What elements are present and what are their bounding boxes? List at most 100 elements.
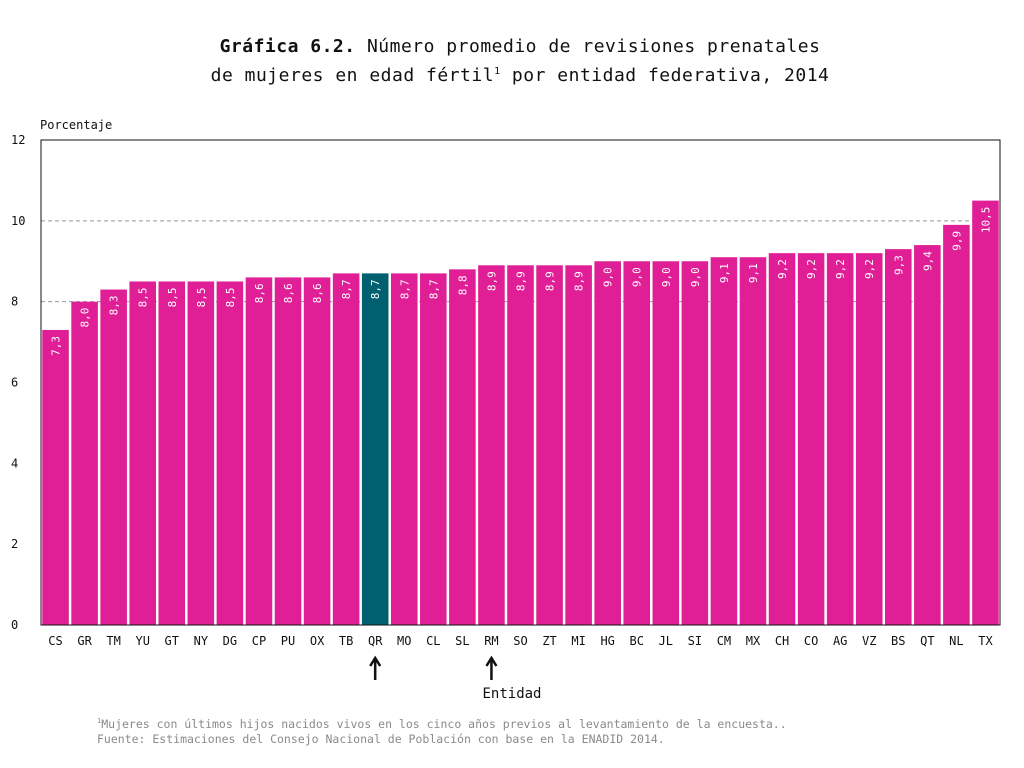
x-tick-label-gt: GT: [165, 634, 179, 648]
arrow-marker-rm: [485, 655, 498, 680]
x-tick-label-mi: MI: [571, 634, 585, 648]
data-label-qr: 8,7: [369, 279, 382, 299]
y-tick-label-4: 4: [11, 456, 18, 470]
data-label-mo: 8,7: [398, 279, 411, 299]
data-label-ny: 8,5: [195, 287, 208, 307]
bar-tm: [100, 289, 127, 625]
chart-title-text-2: de mujeres en edad fértil: [210, 65, 495, 86]
x-tick-label-tm: TM: [106, 634, 120, 648]
bar-mi: [565, 265, 592, 625]
x-tick-label-ch: CH: [775, 634, 789, 648]
bar-ny: [187, 281, 215, 625]
bar-zt: [536, 265, 563, 625]
x-tick-label-cp: CP: [252, 634, 266, 648]
x-tick-label-ny: NY: [194, 634, 209, 648]
y-axis-ticks: 0 2 4 6 8 10 12: [11, 133, 25, 632]
bar-cl: [420, 273, 447, 625]
x-tick-label-bc: BC: [630, 634, 644, 648]
bar-pu: [274, 277, 302, 625]
data-label-cm: 9,1: [718, 263, 731, 283]
data-label-bs: 9,3: [892, 255, 905, 275]
x-tick-label-dg: DG: [223, 634, 237, 648]
data-label-cl: 8,7: [427, 279, 440, 299]
bar-bs: [885, 249, 912, 625]
bar-co: [797, 253, 825, 625]
y-tick-label-0: 0: [11, 618, 18, 632]
data-label-gt: 8,5: [166, 287, 179, 307]
x-tick-label-bs: BS: [891, 634, 905, 648]
bar-tb: [332, 273, 360, 625]
x-tick-label-hg: HG: [600, 634, 614, 648]
bar-ox: [303, 277, 331, 625]
bar-hg: [594, 261, 621, 625]
bar-rm: [478, 265, 505, 625]
bar-so: [507, 265, 534, 625]
x-tick-label-mx: MX: [746, 634, 761, 648]
footnote-1: 1Mujeres con últimos hijos nacidos vivos…: [97, 714, 787, 732]
chart-title: Gráfica 6.2. Número promedio de revision…: [0, 34, 1024, 88]
bar-yu: [129, 281, 156, 625]
bar-qr: [361, 273, 389, 625]
bar-cm: [710, 257, 738, 625]
x-tick-label-si: SI: [688, 634, 702, 648]
arrow-markers: [369, 655, 498, 680]
y-tick-label-12: 12: [11, 133, 25, 147]
data-label-vz: 9,2: [863, 259, 876, 279]
bar-cs: [42, 329, 69, 625]
x-tick-label-ox: OX: [310, 634, 325, 648]
footnotes: 1Mujeres con últimos hijos nacidos vivos…: [97, 714, 787, 747]
x-tick-label-cs: CS: [48, 634, 62, 648]
x-tick-label-cl: CL: [426, 634, 440, 648]
x-tick-label-yu: YU: [135, 634, 149, 648]
y-tick-label-6: 6: [11, 376, 18, 390]
x-tick-label-mo: MO: [397, 634, 411, 648]
bar-ag: [826, 253, 854, 625]
bar-tx: [972, 200, 999, 625]
data-label-ag: 9,2: [834, 259, 847, 279]
data-label-mi: 8,9: [573, 271, 586, 291]
bar-qt: [914, 245, 941, 626]
chart-title-footnote-marker: 1: [494, 66, 501, 77]
data-label-co: 9,2: [805, 259, 818, 279]
bar-bc: [623, 261, 651, 625]
x-axis-labels: CS GR TM YU GT NY DG CP PU OX TB QR MO CL SL RM SO ZT MI HG…: [48, 634, 993, 648]
chart-title-text-1: Número promedio de revisiones prenatales: [366, 36, 821, 57]
x-tick-label-qt: QT: [920, 634, 934, 648]
data-label-hg: 9,0: [602, 267, 615, 287]
x-tick-label-co: CO: [804, 634, 818, 648]
x-tick-label-cm: CM: [717, 634, 731, 648]
data-label-bc: 9,0: [631, 267, 644, 287]
footnote-marker: 1: [97, 717, 102, 725]
data-label-zt: 8,9: [544, 271, 557, 291]
data-label-gr: 8,0: [79, 308, 92, 328]
data-label-tb: 8,7: [340, 279, 353, 299]
x-tick-label-sl: SL: [455, 634, 469, 648]
bar-sl: [449, 269, 476, 625]
data-label-nl: 9,9: [950, 231, 963, 251]
chart-title-line2: de mujeres en edad fértil1 por entidad f…: [0, 59, 1024, 88]
data-label-jl: 9,0: [660, 267, 673, 287]
data-label-tm: 8,3: [108, 296, 121, 316]
x-tick-label-zt: ZT: [542, 634, 556, 648]
bar-jl: [652, 261, 680, 625]
plot-frame: [40, 139, 1001, 626]
chart-title-line1: Gráfica 6.2. Número promedio de revision…: [0, 34, 1024, 59]
data-label-tx: 10,5: [979, 207, 992, 234]
x-tick-label-pu: PU: [281, 634, 295, 648]
bar-gr: [71, 301, 98, 625]
x-tick-label-gr: GR: [77, 634, 92, 648]
data-label-cs: 7,3: [50, 336, 63, 356]
y-tick-label-8: 8: [11, 295, 18, 309]
x-tick-label-so: SO: [513, 634, 527, 648]
y-axis-label: Porcentaje: [40, 118, 112, 132]
chart-title-number: Gráfica 6.2.: [219, 36, 356, 57]
y-tick-label-10: 10: [11, 214, 25, 228]
bar-nl: [943, 224, 970, 625]
bar-dg: [216, 281, 244, 625]
x-tick-label-rm: RM: [484, 634, 498, 648]
bar-mo: [390, 273, 418, 625]
bar-cp: [245, 277, 273, 625]
data-label-sl: 8,8: [456, 275, 469, 295]
x-tick-label-jl: JL: [659, 634, 673, 648]
